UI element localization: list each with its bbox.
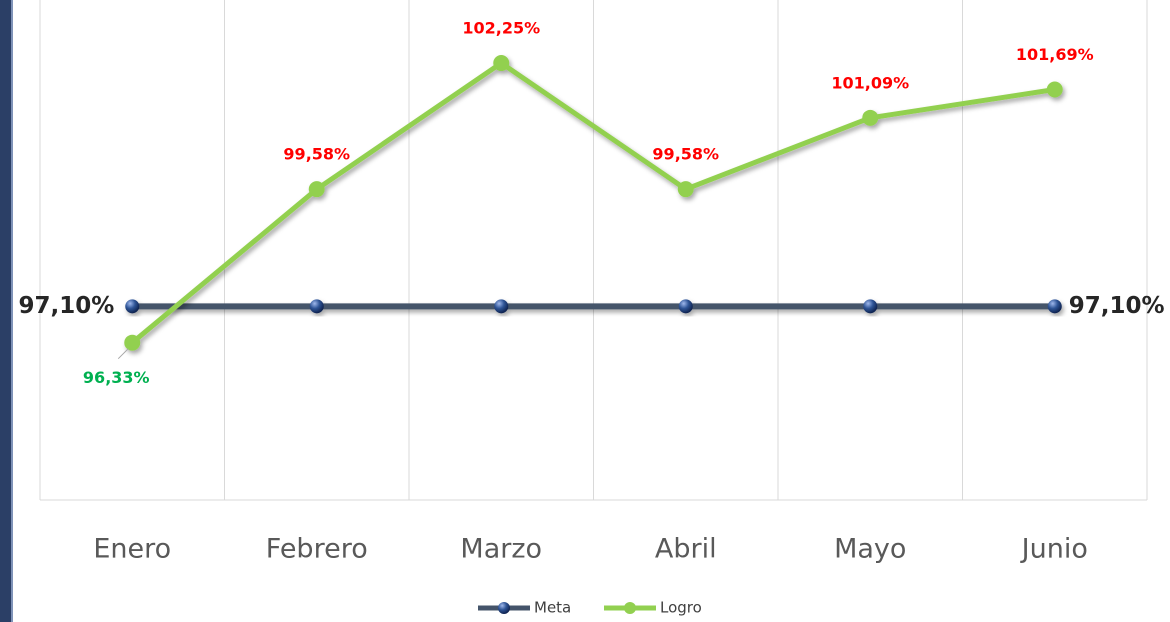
marker: [677, 181, 694, 198]
marker: [863, 299, 878, 314]
data-label: 97,10%: [1069, 293, 1165, 319]
data-label: 99,58%: [652, 145, 719, 164]
leader-line: [117, 348, 129, 360]
marker: [125, 299, 140, 314]
x-tick-label: Abril: [655, 534, 717, 565]
marker: [493, 55, 510, 72]
legend-marker: [624, 602, 636, 614]
marker: [494, 299, 509, 314]
side-strip: [0, 0, 12, 622]
marker: [1047, 299, 1062, 314]
marker: [124, 334, 141, 351]
marker: [1046, 81, 1063, 98]
data-label: 101,09%: [831, 73, 909, 92]
x-tick-label: Junio: [1020, 534, 1088, 565]
line: [130, 60, 1056, 345]
legend-label: Logro: [660, 599, 702, 617]
data-label: 97,10%: [18, 293, 114, 319]
data-label: 102,25%: [462, 19, 540, 38]
series-logro: [124, 55, 1063, 351]
marker: [309, 299, 324, 314]
x-tick-label: Mayo: [834, 534, 906, 565]
x-tick-label: Febrero: [266, 534, 368, 565]
marker: [308, 181, 325, 198]
data-label: 99,58%: [283, 145, 350, 164]
legend-label: Meta: [534, 599, 571, 617]
marker: [678, 299, 693, 314]
marker: [862, 109, 879, 126]
series-meta: [125, 299, 1062, 314]
x-tick-label: Enero: [93, 534, 171, 565]
x-tick-label: Marzo: [460, 534, 542, 565]
legend-marker: [498, 602, 510, 614]
data-label: 101,69%: [1016, 45, 1094, 64]
data-label: 96,33%: [83, 368, 150, 387]
